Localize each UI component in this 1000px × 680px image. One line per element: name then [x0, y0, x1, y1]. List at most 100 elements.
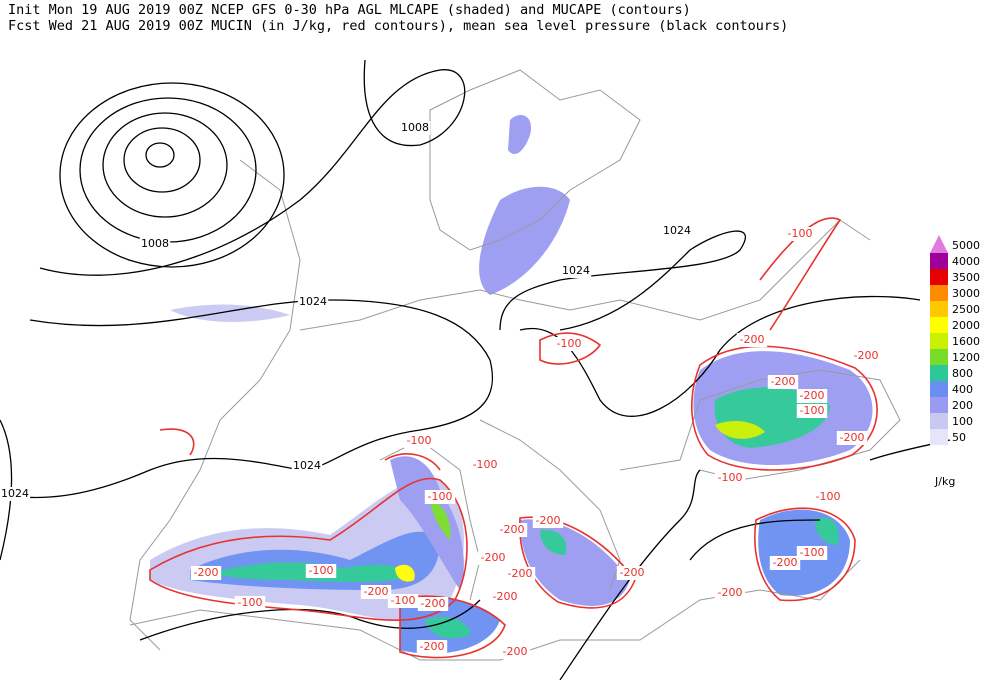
label-background [416, 640, 448, 654]
contour-label: 1024 [663, 224, 691, 237]
colorbar-box [930, 429, 948, 445]
label-background [477, 551, 509, 565]
label-background [360, 585, 392, 599]
contour-label: -200 [421, 597, 446, 610]
label-background [234, 596, 266, 610]
contour-label: 1008 [141, 237, 169, 250]
contour-label: -200 [800, 389, 825, 402]
colorbar-label: 3000 [952, 287, 980, 300]
label-background [850, 349, 882, 363]
isobar [499, 230, 747, 331]
label-background [504, 567, 536, 581]
colorbar-box [930, 269, 948, 285]
label-background [767, 375, 799, 389]
colorbar-box [930, 413, 948, 429]
isobar [79, 97, 257, 243]
contour-label: -100 [473, 458, 498, 471]
cin-contour [754, 507, 856, 602]
label-background [489, 590, 521, 604]
label-background [616, 566, 648, 580]
colorbar-box [930, 253, 948, 269]
cin-contour [159, 428, 441, 471]
cape-area [425, 616, 470, 639]
isobar [123, 127, 201, 193]
colorbar-label: 2500 [952, 303, 980, 316]
coastline [429, 69, 641, 251]
label-background [496, 523, 528, 537]
label-background [836, 431, 868, 445]
contour-label: 1024 [299, 295, 327, 308]
contour-label: 1024 [293, 459, 321, 472]
contour-label: -100 [718, 471, 743, 484]
label-background [784, 227, 816, 241]
label-background [469, 458, 501, 472]
isobar [0, 299, 494, 499]
contour-label: -200 [740, 333, 765, 346]
label-background [661, 224, 693, 238]
cape-area [815, 517, 839, 545]
contour-label: 1024 [562, 264, 590, 277]
cape-area [540, 529, 567, 555]
cape-area [390, 456, 464, 590]
colorbar-box [930, 301, 948, 317]
cape-area [715, 420, 765, 439]
label-background [387, 594, 419, 608]
label-background [0, 487, 31, 501]
coastline [479, 419, 621, 591]
cin-contour [759, 217, 842, 331]
cin-contour [149, 477, 468, 622]
contour-label: -200 [503, 645, 528, 658]
coastline [299, 219, 871, 331]
cin-contour [691, 345, 878, 471]
label-background [532, 514, 564, 528]
contour-label: -200 [620, 566, 645, 579]
contour-label: -200 [854, 349, 879, 362]
coastline [129, 159, 301, 651]
colorbar-label: 800 [952, 367, 973, 380]
label-background [812, 490, 844, 504]
contour-label: -200 [718, 586, 743, 599]
contour-label: -200 [771, 375, 796, 388]
contour-label: -200 [508, 567, 533, 580]
contour-label: -200 [536, 514, 561, 527]
label-background [714, 471, 746, 485]
label-background [796, 546, 828, 560]
contour-label: -200 [420, 640, 445, 653]
contour-label: -200 [773, 556, 798, 569]
contour-label: -100 [407, 434, 432, 447]
label-background [769, 556, 801, 570]
cape-area [479, 186, 570, 295]
label-background [403, 434, 435, 448]
label-background [305, 564, 337, 578]
colorbar-label: 100 [952, 415, 973, 428]
colorbar-label: 4000 [952, 255, 980, 268]
cape-area [430, 500, 451, 540]
label-background [499, 645, 531, 659]
cape-area [395, 564, 415, 582]
contour-label: -100 [309, 564, 334, 577]
colorbar-arrow [930, 235, 948, 253]
colorbar-label: 1200 [952, 351, 980, 364]
map [0, 59, 951, 680]
label-background [297, 295, 329, 309]
colorbar: 50 100 200 400 800 1200 1600 2000 2500 3000 3500 40… [930, 235, 980, 488]
contour-label: -100 [391, 594, 416, 607]
colorbar-label: 400 [952, 383, 973, 396]
cin-contour [539, 332, 602, 365]
header-line: Init Mon 19 AUG 2019 00Z NCEP GFS 0-30 h… [8, 2, 691, 18]
label-background [560, 264, 592, 278]
contour-label: -100 [800, 404, 825, 417]
cin-contours [149, 217, 878, 659]
colorbar-label: 5000 [952, 239, 980, 252]
colorbar-box [930, 317, 948, 333]
colorbar-box [930, 333, 948, 349]
isobar [102, 112, 228, 218]
label-background [553, 337, 585, 351]
colorbar-box [930, 365, 948, 381]
contour-label: 1024 [1, 487, 29, 500]
label-background [424, 490, 456, 504]
contour-label: -200 [493, 590, 518, 603]
header-line: Fcst Wed 21 AUG 2019 00Z MUCIN (in J/kg,… [8, 18, 788, 34]
